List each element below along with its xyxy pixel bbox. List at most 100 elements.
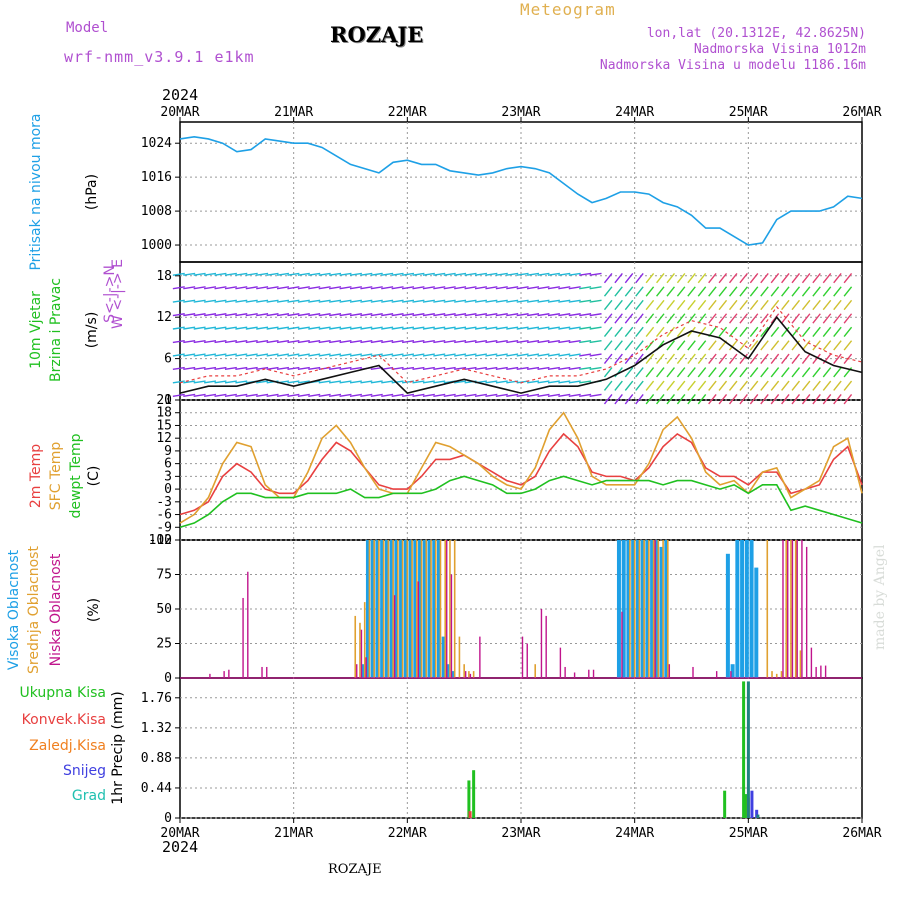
- cloud-bar-1: [382, 540, 385, 678]
- y-tick-label: 0.44: [141, 781, 172, 796]
- wind-barb: [256, 326, 269, 330]
- product-title: Meteogram: [520, 0, 616, 19]
- wind-barb: [329, 286, 342, 290]
- precip-bar-0: [472, 770, 476, 818]
- wind-barb: [624, 272, 634, 284]
- cloud-bar-0: [616, 540, 621, 678]
- model-altitude: Nadmorska Visina u modelu 1186.16m: [599, 58, 866, 73]
- wind-barb: [749, 299, 759, 311]
- cloud-bar-2: [521, 636, 524, 678]
- wind-barb: [276, 393, 290, 397]
- wind-barb: [697, 340, 707, 351]
- wind-barb: [214, 366, 227, 371]
- cloud-bar-1: [472, 671, 475, 678]
- cloud-bar-2: [592, 669, 595, 678]
- precip-legend-1: Konvek.Kisa: [22, 712, 106, 728]
- wind-barb: [454, 380, 467, 384]
- cloud-bar-1: [434, 540, 437, 678]
- wind-barb: [256, 339, 269, 344]
- wind-barb: [635, 340, 644, 351]
- wind-barb: [266, 339, 279, 344]
- wind-barb: [843, 340, 853, 351]
- wind-barb: [266, 353, 279, 357]
- cloud-bar-0: [413, 540, 418, 678]
- wind-barb: [412, 286, 425, 290]
- wind-barb: [360, 313, 373, 317]
- wind-barb: [422, 353, 435, 357]
- wind-barb: [676, 326, 686, 338]
- wind-barb: [204, 299, 217, 303]
- wind-barb: [329, 353, 342, 357]
- cloud-bar-2: [417, 581, 420, 678]
- x-tick-label-top: 25MAR: [729, 105, 768, 120]
- wind-barb: [339, 326, 352, 330]
- wind-barb: [370, 339, 383, 344]
- wind-barb: [401, 299, 415, 303]
- cloud-bar-2: [228, 669, 230, 678]
- cloud-bar-0: [631, 540, 636, 678]
- cloud-axis-title-high: Visoka Oblacnost: [6, 549, 22, 670]
- wind-barb: [506, 286, 519, 290]
- cloud-bar-0: [621, 540, 626, 678]
- wind-barb: [589, 353, 602, 357]
- wind-barb: [697, 367, 707, 378]
- wind-barb: [214, 339, 227, 344]
- wind-barb: [245, 313, 258, 317]
- wind-barb: [276, 313, 290, 317]
- wind-barb: [506, 393, 519, 397]
- wind-barb: [370, 272, 383, 276]
- cloud-bar-0: [664, 540, 669, 678]
- wind-barb: [308, 299, 321, 303]
- wind-barb: [833, 353, 842, 364]
- cloud-bar-2: [796, 540, 798, 678]
- wind-barb: [329, 326, 342, 330]
- wind-barb: [464, 326, 477, 330]
- wind-barb: [318, 272, 331, 276]
- wind-barb: [422, 393, 435, 397]
- x-tick-label-top: 26MAR: [842, 105, 881, 120]
- wind-barb: [339, 353, 352, 357]
- wind-barb: [579, 286, 592, 290]
- wind-barb: [676, 380, 686, 391]
- wind-barb: [781, 380, 790, 391]
- wind-barb: [256, 393, 269, 397]
- wind-barb: [412, 366, 425, 371]
- wind-barb: [339, 366, 352, 371]
- cloud-bar-2: [446, 540, 448, 678]
- wind-barb: [547, 286, 560, 290]
- cloud-bar-2: [464, 671, 467, 678]
- wind-barb: [568, 313, 581, 317]
- wind-barb: [603, 299, 613, 311]
- wind-barb: [749, 353, 759, 364]
- wind-barb: [214, 353, 227, 357]
- wind-barb: [360, 353, 373, 357]
- y-tick-label: 50: [156, 602, 172, 617]
- wind-barb: [370, 326, 383, 330]
- wind-barb: [360, 339, 373, 344]
- wind-barb: [589, 272, 602, 276]
- wind-barb: [801, 272, 811, 284]
- wind-barb: [635, 286, 644, 297]
- wind-barb: [495, 286, 508, 290]
- cloud-bar-0: [650, 540, 655, 678]
- wind-barb: [495, 326, 508, 330]
- wind-barb: [214, 286, 227, 290]
- cloud-bar-0: [403, 540, 408, 678]
- wind-barb: [603, 353, 613, 364]
- wind-barb: [568, 326, 581, 330]
- wind-barb: [485, 286, 498, 290]
- wind-barb: [656, 326, 665, 338]
- wind-barb: [770, 326, 780, 338]
- wind-barb: [183, 366, 196, 371]
- cloud-bar-0: [394, 540, 399, 678]
- wind-barb: [568, 286, 581, 290]
- wind-barb: [256, 380, 269, 384]
- wind-barb: [739, 367, 748, 378]
- wind-barb: [495, 299, 508, 303]
- wind-barb: [276, 339, 290, 344]
- wind-barb: [474, 366, 488, 371]
- wind-barb: [676, 394, 686, 405]
- wind-barb: [370, 393, 383, 397]
- wind-barb: [443, 313, 456, 317]
- wind-barb: [843, 299, 853, 311]
